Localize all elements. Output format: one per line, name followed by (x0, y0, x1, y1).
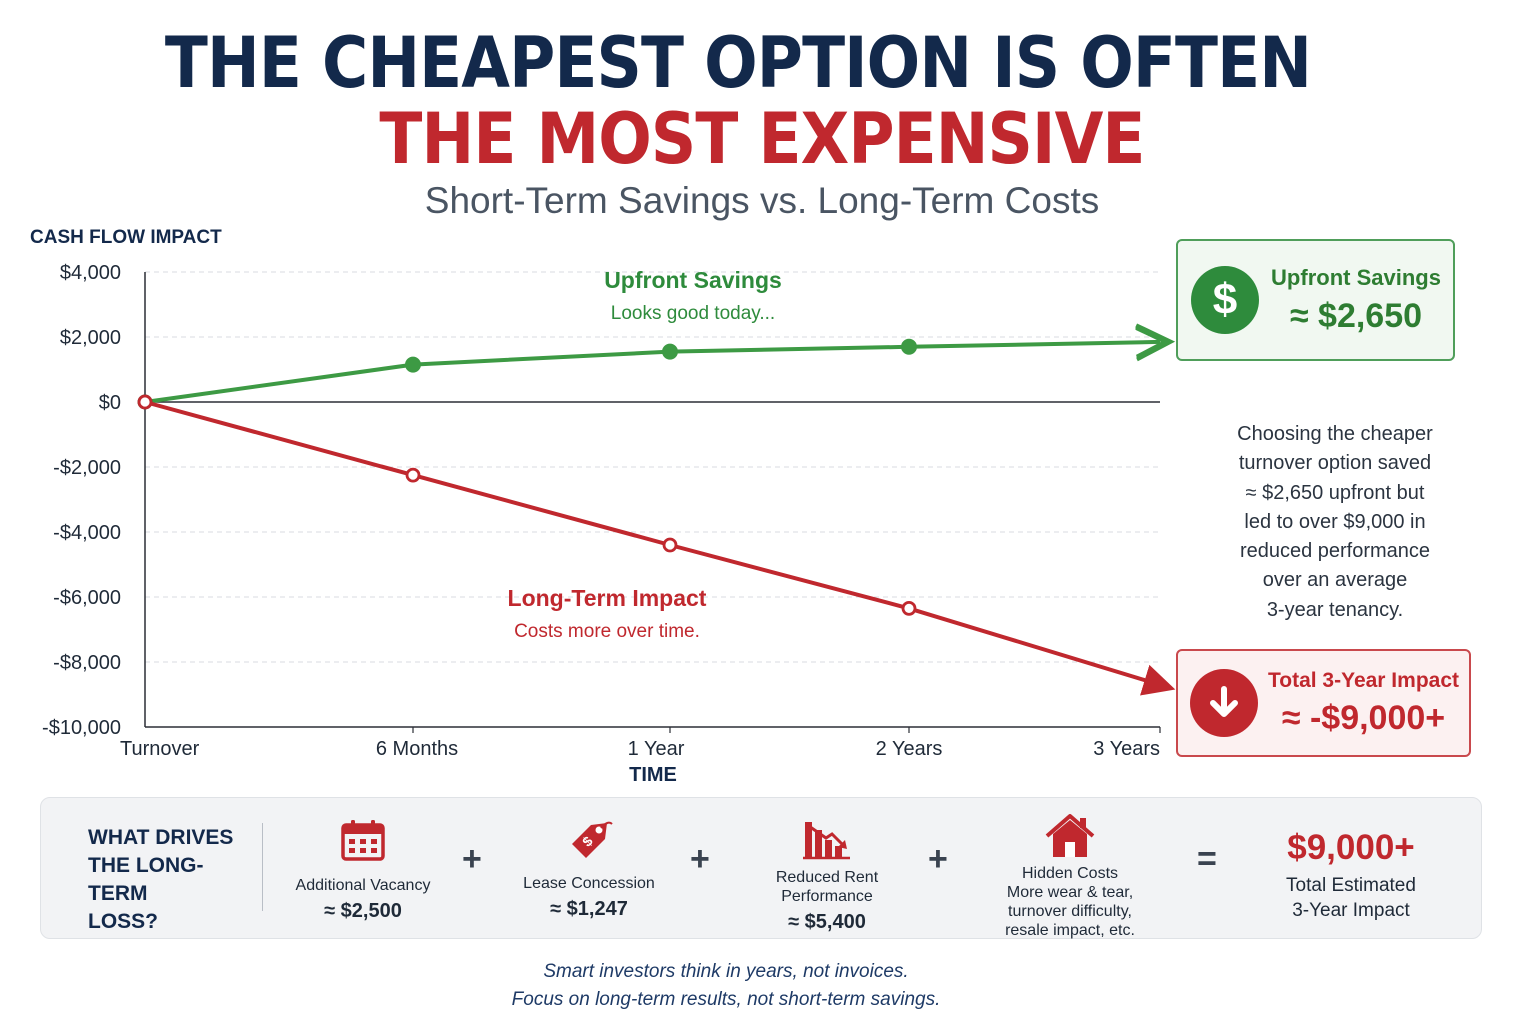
explanation-line: turnover option saved (1238, 452, 1432, 475)
series-line-long-term-impact (144, 400, 1176, 696)
footer-line-2: Focus on long-term results, not short-te… (511, 989, 941, 1010)
upfront-savings-card: $ Upfront Savings ≈ $2,650 (1176, 239, 1455, 361)
y-tick-label: -$8,000 (53, 652, 121, 674)
y-tick-label: -$6,000 (53, 587, 121, 609)
data-point (137, 394, 153, 410)
data-point (662, 343, 678, 360)
driver-label: Additional Vacancy (295, 877, 431, 894)
driver-label: resale impact, etc. (1005, 922, 1135, 939)
calendar-icon (341, 820, 385, 861)
series-label-upfront-savings: Upfront Savings (604, 267, 782, 293)
x-tick-label: 3 Years (1093, 738, 1160, 760)
driver-lease-concession: $ Lease Concession ≈ $1,247 (501, 818, 677, 921)
total-label-line: Total Estimated (1286, 875, 1416, 896)
y-tick-label: $4,000 (60, 262, 121, 284)
x-tick-label: 6 Months (376, 738, 458, 760)
total-label-line: 3-Year Impact (1292, 900, 1410, 921)
y-tick-label: -$10,000 (42, 717, 121, 739)
driver-label: Hidden Costs (1021, 865, 1119, 882)
x-tick-label: 2 Years (876, 738, 943, 760)
arrow-down-icon (1190, 669, 1258, 737)
explanation-text: Choosing the cheaper turnover option sav… (1210, 420, 1460, 625)
driver-label: turnover difficulty, (1008, 903, 1132, 920)
explanation-line: over an average (1262, 569, 1408, 592)
driver-label: Lease Concession (523, 875, 655, 892)
driver-hidden-costs: Hidden Costs More wear & tear, turnover … (980, 814, 1160, 940)
drivers-title-line: LOSS? (88, 910, 159, 933)
series-note-long-term-impact: Costs more over time. (514, 621, 700, 642)
subtitle: Short-Term Savings vs. Long-Term Costs (424, 180, 1100, 221)
explanation-line: Choosing the cheaper (1237, 423, 1433, 445)
drivers-title-line: WHAT DRIVES (88, 826, 234, 849)
plus-sign: + (690, 840, 710, 878)
title-line-2: THE MOST EXPENSIVE (379, 98, 1145, 180)
x-tick-label: 1 Year (628, 738, 685, 760)
data-point (901, 338, 917, 355)
total-impact-card: Total 3-Year Impact ≈ -$9,000+ (1176, 649, 1471, 757)
drivers-title: WHAT DRIVES THE LONG-TERM LOSS? (88, 824, 258, 936)
plus-sign: + (462, 840, 482, 878)
house-icon (1045, 814, 1095, 857)
series-note-upfront-savings: Looks good today... (611, 303, 775, 324)
dollar-icon: $ (1191, 266, 1259, 334)
y-tick-label: -$2,000 (53, 457, 121, 479)
data-point (662, 537, 678, 553)
y-tick-label: $0 (99, 392, 121, 414)
x-tick-label: Turnover (120, 738, 200, 760)
drivers-panel: WHAT DRIVES THE LONG-TERM LOSS? Addition… (40, 797, 1482, 939)
explanation-line: ≈ $2,650 upfront but (1245, 481, 1425, 504)
explanation-line: 3-year tenancy. (1266, 598, 1404, 621)
y-tick-label: -$4,000 (53, 522, 121, 544)
total-estimated-label: Total Estimated 3-Year Impact (1241, 873, 1461, 923)
driver-value: ≈ $1,247 (550, 898, 628, 920)
data-point (405, 356, 421, 373)
explanation-line: led to over $9,000 in (1244, 510, 1426, 533)
divider (262, 823, 263, 911)
title-line-1: THE CHEAPEST OPTION IS OFTEN (164, 22, 1312, 104)
footer-line-1: Smart investors think in years, not invo… (543, 961, 909, 982)
explanation-line: reduced performance (1239, 540, 1431, 563)
price-tag-icon: $ (572, 821, 613, 858)
driver-value: ≈ $2,500 (324, 900, 402, 922)
equals-sign: = (1197, 840, 1217, 878)
series-label-long-term-impact: Long-Term Impact (508, 585, 707, 611)
upfront-savings-card-label: Upfront Savings (1271, 264, 1441, 290)
driver-additional-vacancy: Additional Vacancy ≈ $2,500 (273, 818, 453, 923)
data-point (405, 467, 421, 483)
x-axis-title: TIME (629, 764, 677, 786)
driver-reduced-rent-performance: Reduced Rent Performance ≈ $5,400 (737, 816, 917, 934)
footer: Smart investors think in years, not invo… (0, 958, 1452, 1014)
upfront-savings-card-value: ≈ $2,650 (1289, 296, 1423, 335)
plus-sign: + (928, 840, 948, 878)
data-point (901, 600, 917, 616)
cash-flow-chart: $4,000 $2,000 $0 -$2,000 -$4,000 -$6,000 -$8,0… (42, 262, 1176, 760)
total-impact-card-value: ≈ -$9,000+ (1281, 698, 1446, 737)
declining-bar-chart-icon (803, 822, 850, 860)
y-tick-label: $2,000 (60, 327, 121, 349)
total-impact-card-label: Total 3-Year Impact (1267, 668, 1459, 692)
driver-value: ≈ $5,400 (788, 911, 866, 933)
series-line-upfront-savings (144, 342, 1160, 404)
driver-label: Reduced Rent (775, 869, 879, 886)
y-axis-title: CASH FLOW IMPACT (30, 227, 222, 248)
drivers-title-line: THE LONG-TERM (88, 854, 204, 905)
driver-label: More wear & tear, (1006, 884, 1134, 901)
driver-label: Performance (781, 888, 873, 905)
total-estimated-value: $9,000+ (1287, 828, 1415, 867)
